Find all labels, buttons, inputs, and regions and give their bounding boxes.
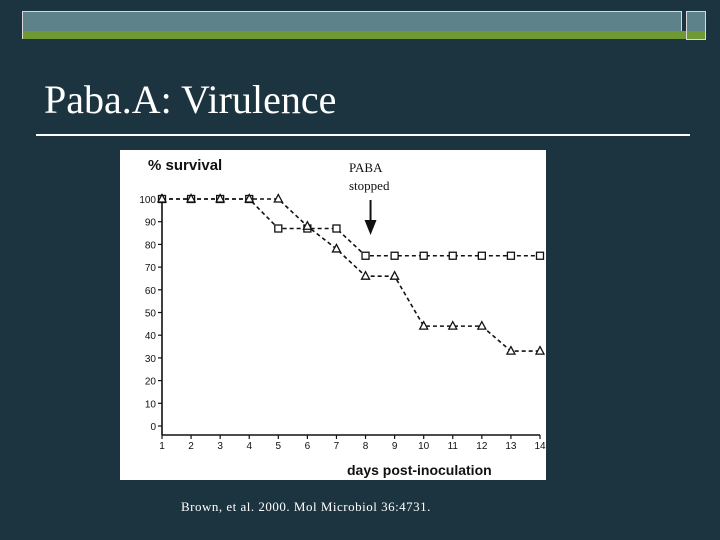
arrow-head — [364, 220, 377, 235]
annotation-arrow — [364, 200, 377, 235]
citation: Brown, et al. 2000. Mol Microbiol 36:473… — [181, 499, 431, 514]
y-tick-label: 100 — [139, 195, 156, 206]
header-decoration-bar — [22, 11, 682, 32]
x-tick-label: 7 — [334, 441, 340, 452]
y-tick-label: 10 — [145, 399, 157, 410]
y-tick-label: 0 — [150, 422, 156, 433]
data-point-triangle — [273, 193, 284, 203]
data-point-triangle — [215, 193, 226, 203]
x-tick-label: 9 — [392, 441, 398, 452]
data-point-square — [535, 251, 545, 260]
y-ticks: 0 10 20 30 40 50 60 70 80 90 100 — [139, 195, 162, 433]
y-tick-label: 60 — [145, 286, 157, 297]
annotation-label-line2: stopped — [349, 178, 390, 193]
data-point-square — [361, 251, 370, 260]
data-point-triangle — [418, 320, 429, 330]
data-point-square — [419, 251, 428, 260]
series-line — [162, 198, 540, 257]
data-point-triangle — [185, 193, 197, 203]
x-axis-label: days post-inoculation — [347, 462, 492, 478]
x-tick-label: 3 — [217, 441, 223, 452]
data-point-triangle — [156, 193, 168, 203]
title-divider — [36, 134, 690, 136]
data-point-square — [332, 224, 341, 233]
data-point-square — [448, 251, 457, 260]
data-point-triangle — [244, 193, 255, 203]
data-point-square — [506, 251, 516, 260]
series-line — [162, 198, 540, 352]
y-tick-label: 70 — [145, 263, 157, 274]
y-tick-label: 30 — [145, 354, 157, 365]
chart-axes — [161, 194, 540, 436]
x-tick-label: 5 — [276, 441, 282, 452]
data-point-triangle — [360, 270, 371, 280]
x-tick-label: 6 — [305, 441, 311, 452]
data-point-triangle — [447, 320, 458, 330]
y-tick-label: 20 — [145, 377, 157, 388]
data-point-square — [274, 224, 283, 233]
annotation-label-line1: PABA — [349, 160, 383, 175]
x-tick-label: 12 — [476, 441, 488, 452]
x-tick-label: 1 — [159, 441, 165, 452]
y-axis-label: % survival — [148, 157, 222, 174]
x-tick-label: 11 — [448, 441, 459, 452]
slide-title: Paba.A: Virulence — [44, 77, 337, 122]
y-tick-label: 40 — [145, 331, 157, 342]
data-point-triangle — [505, 345, 517, 355]
data-point-triangle — [302, 220, 313, 230]
x-tick-label: 13 — [505, 441, 517, 452]
data-point-triangle — [476, 320, 487, 330]
x-ticks: 1 2 3 4 5 6 7 8 9 10 11 12 13 14 — [159, 435, 546, 452]
data-point-square — [390, 251, 399, 260]
x-tick-label: 8 — [363, 441, 369, 452]
x-tick-label: 2 — [188, 441, 194, 452]
series-square — [157, 194, 545, 260]
y-tick-label: 90 — [145, 218, 157, 229]
x-tick-label: 14 — [534, 441, 546, 452]
y-tick-label: 50 — [145, 309, 157, 320]
header-accent-square — [686, 31, 706, 40]
x-tick-label: 10 — [418, 441, 430, 452]
data-point-square — [477, 251, 486, 260]
series-triangle — [156, 193, 546, 355]
header-decoration-square — [686, 11, 706, 32]
data-point-triangle — [534, 345, 546, 355]
data-point-triangle — [331, 243, 342, 253]
header-accent-line — [22, 31, 705, 39]
survival-chart-panel: 0 10 20 30 40 50 60 70 80 90 100 1 2 3 4 5 6 7 8 9 10 11 12 13… — [120, 150, 546, 480]
y-tick-label: 80 — [145, 240, 157, 251]
x-tick-label: 4 — [246, 441, 252, 452]
series-layer — [156, 193, 546, 355]
data-point-triangle — [389, 270, 400, 280]
